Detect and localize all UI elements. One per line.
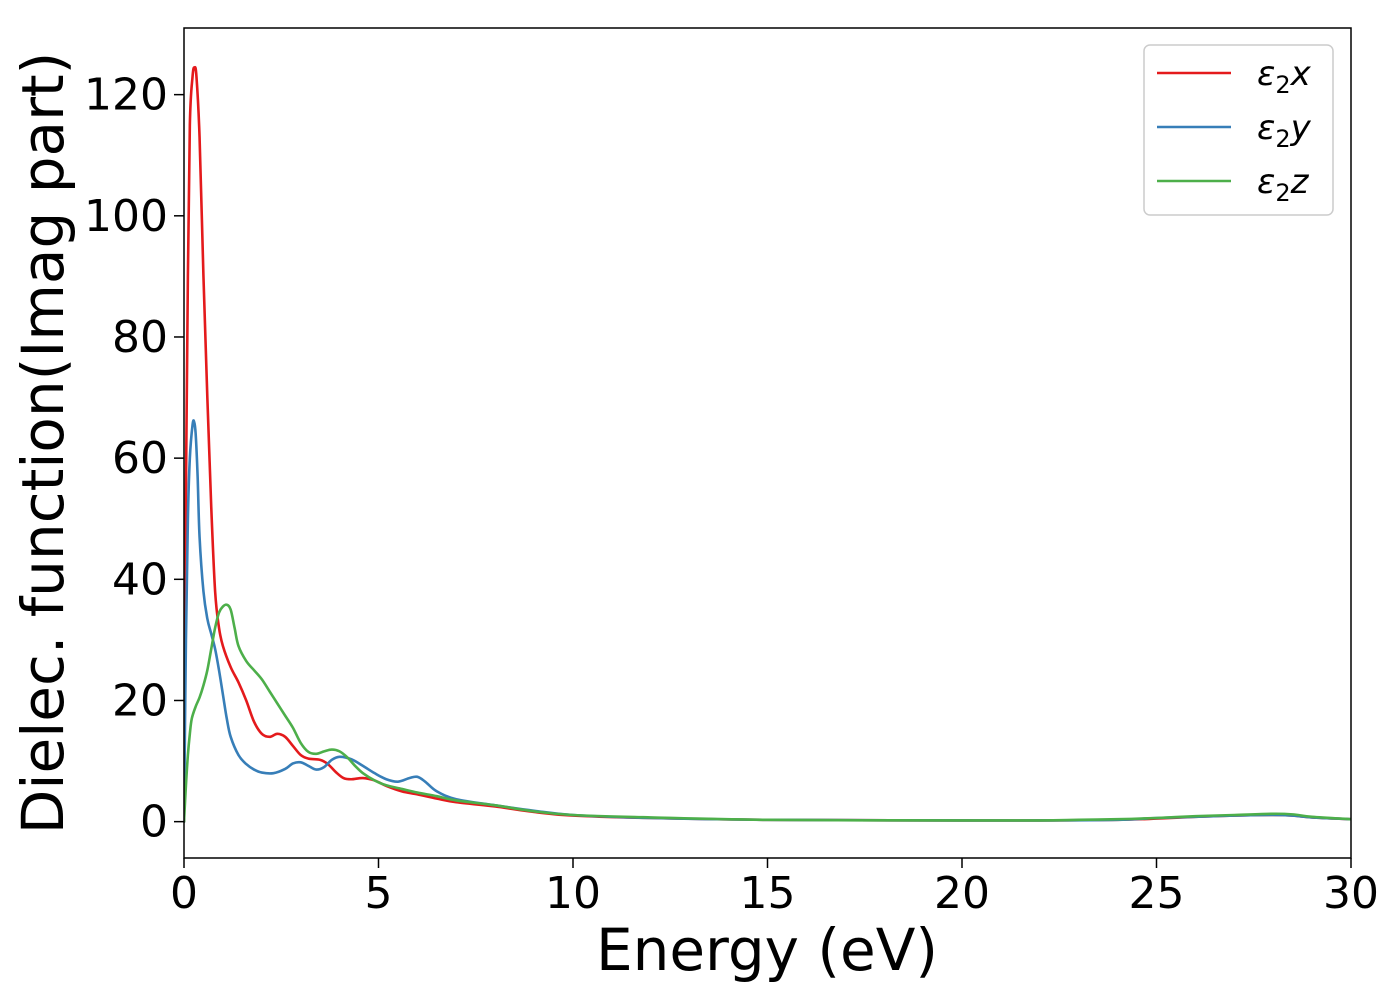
x-tick-label: 5 [365, 868, 393, 919]
legend-label-x: ε2x [1257, 54, 1312, 99]
y-tick-label: 60 [112, 433, 168, 484]
legend-label-y: ε2y [1257, 108, 1312, 153]
y-axis-title: Dielec. function(Imag part) [9, 52, 77, 835]
series-line-y [184, 419, 1351, 823]
x-axis-title: Energy (eV) [596, 916, 938, 984]
y-tick-label: 80 [112, 312, 168, 363]
series-layer [184, 65, 1351, 823]
y-tick-label: 40 [112, 554, 168, 605]
y-tick-label: 120 [84, 70, 168, 121]
legend-box [1143, 44, 1334, 216]
y-tick-label: 0 [140, 797, 168, 848]
y-axis: 0 20 40 60 80 100 120 [84, 70, 184, 848]
x-tick-label: 20 [934, 868, 990, 919]
x-tick-label: 25 [1129, 868, 1185, 919]
x-tick-label: 15 [740, 868, 796, 919]
legend-label-z: ε2z [1257, 162, 1310, 207]
x-tick-label: 10 [545, 868, 601, 919]
series-line-z [184, 603, 1351, 823]
x-axis: 0 5 10 15 20 25 30 [170, 858, 1379, 919]
y-tick-label: 20 [112, 675, 168, 726]
x-tick-label: 0 [170, 868, 198, 919]
legend: ε2x ε2y ε2z [1143, 44, 1334, 216]
y-tick-label: 100 [84, 191, 168, 242]
x-tick-label: 30 [1323, 868, 1379, 919]
